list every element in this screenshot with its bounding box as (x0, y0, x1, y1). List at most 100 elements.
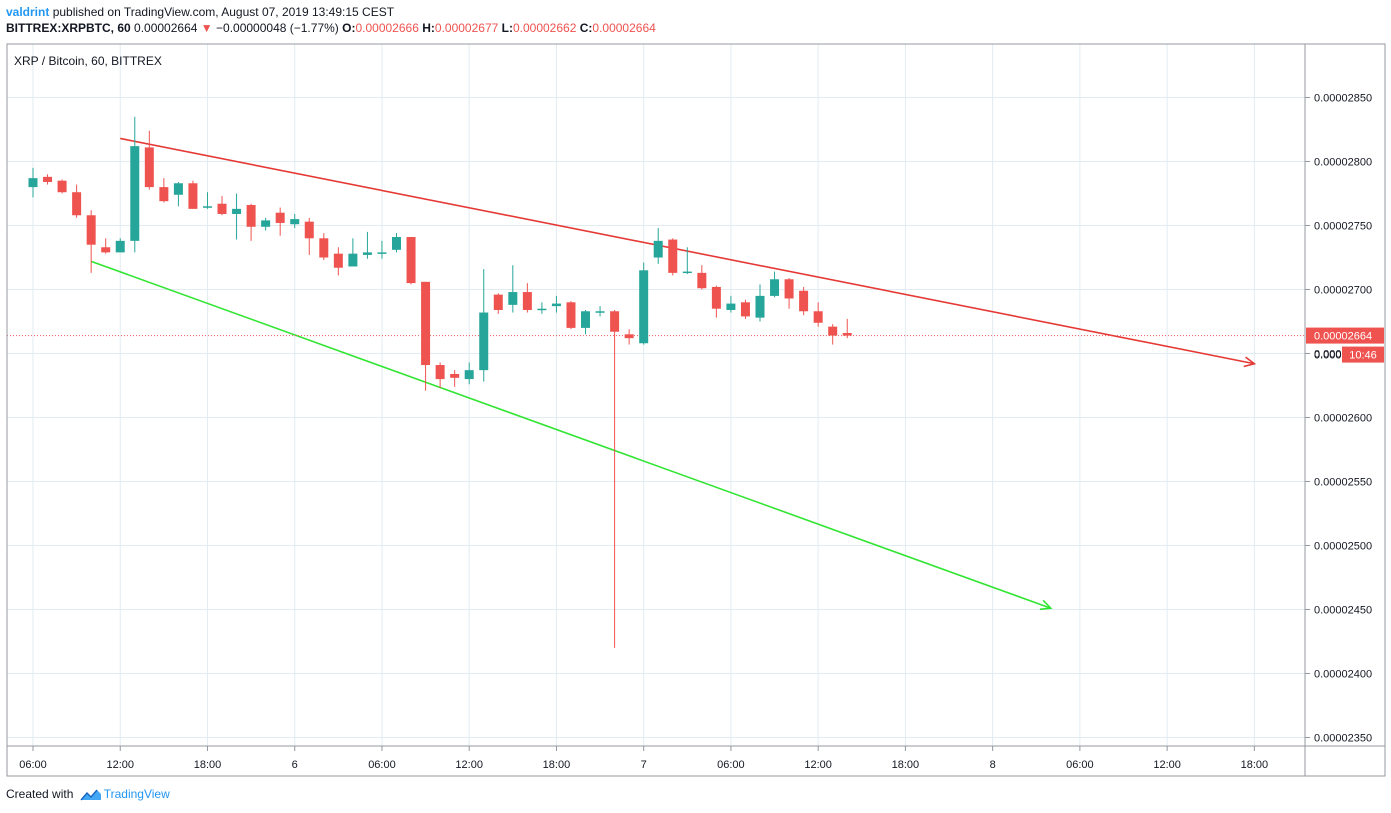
candle (319, 233, 329, 261)
x-tick-label: 06:00 (368, 759, 396, 771)
candle (697, 265, 707, 290)
x-tick-label: 18:00 (543, 759, 571, 771)
candle-body (610, 311, 620, 332)
candle (421, 281, 431, 391)
candle (115, 238, 125, 253)
low-value: 0.00002662 (512, 21, 577, 35)
low-label: L: (501, 21, 513, 35)
candle-body (28, 178, 38, 188)
last-price-badge (1306, 327, 1384, 344)
chart-border (6, 43, 1386, 777)
chart-grid (7, 44, 1305, 746)
candle (290, 213, 300, 229)
time-axis[interactable]: 06:00 12:00 18:00 6 06:00 12:00 18:00 7 06:00 12:… (19, 746, 1268, 771)
candle-body (86, 215, 96, 245)
candle (450, 370, 460, 387)
candle (377, 240, 387, 259)
candle (392, 233, 401, 253)
y-tick-label: 0.00002500 (1314, 541, 1372, 553)
candle (246, 203, 256, 241)
candle (610, 309, 620, 648)
candle-body (813, 311, 823, 323)
candle (537, 302, 547, 314)
candle (581, 309, 591, 335)
candles (28, 116, 852, 648)
x-tick-label: 06:00 (1066, 759, 1094, 771)
x-tick-label: 06:00 (19, 759, 47, 771)
candle (86, 210, 96, 273)
candle (362, 231, 372, 259)
candle (682, 247, 692, 275)
candle (595, 306, 605, 317)
footer: Created with TradingView (6, 787, 170, 802)
close-label: C: (579, 21, 593, 35)
candle (493, 293, 503, 314)
x-tick-label: 06:00 (717, 759, 745, 771)
candle-body (232, 208, 242, 214)
candle (770, 271, 780, 298)
y-tick-label: 0.00002600 (1314, 413, 1372, 425)
tradingview-logo-icon[interactable] (80, 788, 102, 802)
y-tick-label: 0.00002550 (1314, 477, 1372, 489)
candle (261, 217, 271, 231)
candle (726, 295, 736, 313)
x-tick-label: 6 (292, 759, 298, 771)
high-label: H: (422, 21, 435, 35)
candle-body (159, 187, 169, 202)
high-value: 0.00002677 (434, 21, 499, 35)
candle (639, 262, 649, 345)
candle (130, 116, 140, 253)
last-price: 0.00002664 (134, 21, 198, 35)
candle-body (508, 292, 518, 305)
x-tick-label: 12:00 (106, 759, 134, 771)
candle-body (770, 279, 780, 296)
y-tick-label: 0.00002400 (1314, 669, 1372, 681)
author-link[interactable]: valdrint (6, 5, 50, 19)
close-value: 0.00002664 (592, 21, 656, 35)
candle-body (304, 221, 314, 239)
candle-body (828, 326, 838, 336)
candle (232, 193, 242, 240)
candle-body (392, 237, 401, 250)
open-label: O: (342, 21, 356, 35)
price-change: −0.00000048 (−1.77%) (216, 21, 339, 35)
candle-body (333, 253, 343, 268)
candle-body (711, 286, 721, 309)
candle-body (173, 183, 183, 195)
candle-body (653, 240, 663, 258)
partial-tick-label: 0.0000 (1314, 350, 1348, 362)
candle-body (668, 239, 678, 273)
candle (813, 302, 823, 327)
candle-body (755, 295, 765, 318)
y-tick-label: 0.00002800 (1314, 157, 1372, 169)
tradingview-link[interactable]: TradingView (103, 787, 170, 801)
countdown-label: 10:46 (1349, 350, 1377, 362)
candle (653, 228, 663, 264)
x-tick-label: 8 (990, 759, 996, 771)
candle-body (799, 290, 809, 312)
x-tick-label: 18:00 (892, 759, 920, 771)
candle (784, 277, 794, 309)
candle-body (421, 281, 431, 366)
candle (28, 167, 38, 198)
candle-body (697, 272, 707, 289)
candle (828, 324, 838, 345)
candle (173, 181, 183, 207)
candle (43, 174, 53, 185)
candle-body (130, 146, 140, 241)
candle (551, 295, 561, 313)
candle-body (726, 303, 736, 310)
publish-line: valdrint published on TradingView.com, A… (6, 4, 656, 20)
candle (144, 130, 154, 190)
candle (624, 329, 634, 345)
chart-header: valdrint published on TradingView.com, A… (6, 4, 656, 36)
price-axis[interactable]: 0.00002850 0.00002800 0.00002750 0.00002700… (1305, 93, 1372, 745)
candle (755, 284, 765, 322)
candle-body (624, 334, 634, 339)
candle-body (319, 238, 329, 258)
candle (799, 286, 809, 316)
candle-body (435, 365, 445, 380)
candle (217, 196, 227, 216)
candle-body (101, 247, 111, 253)
